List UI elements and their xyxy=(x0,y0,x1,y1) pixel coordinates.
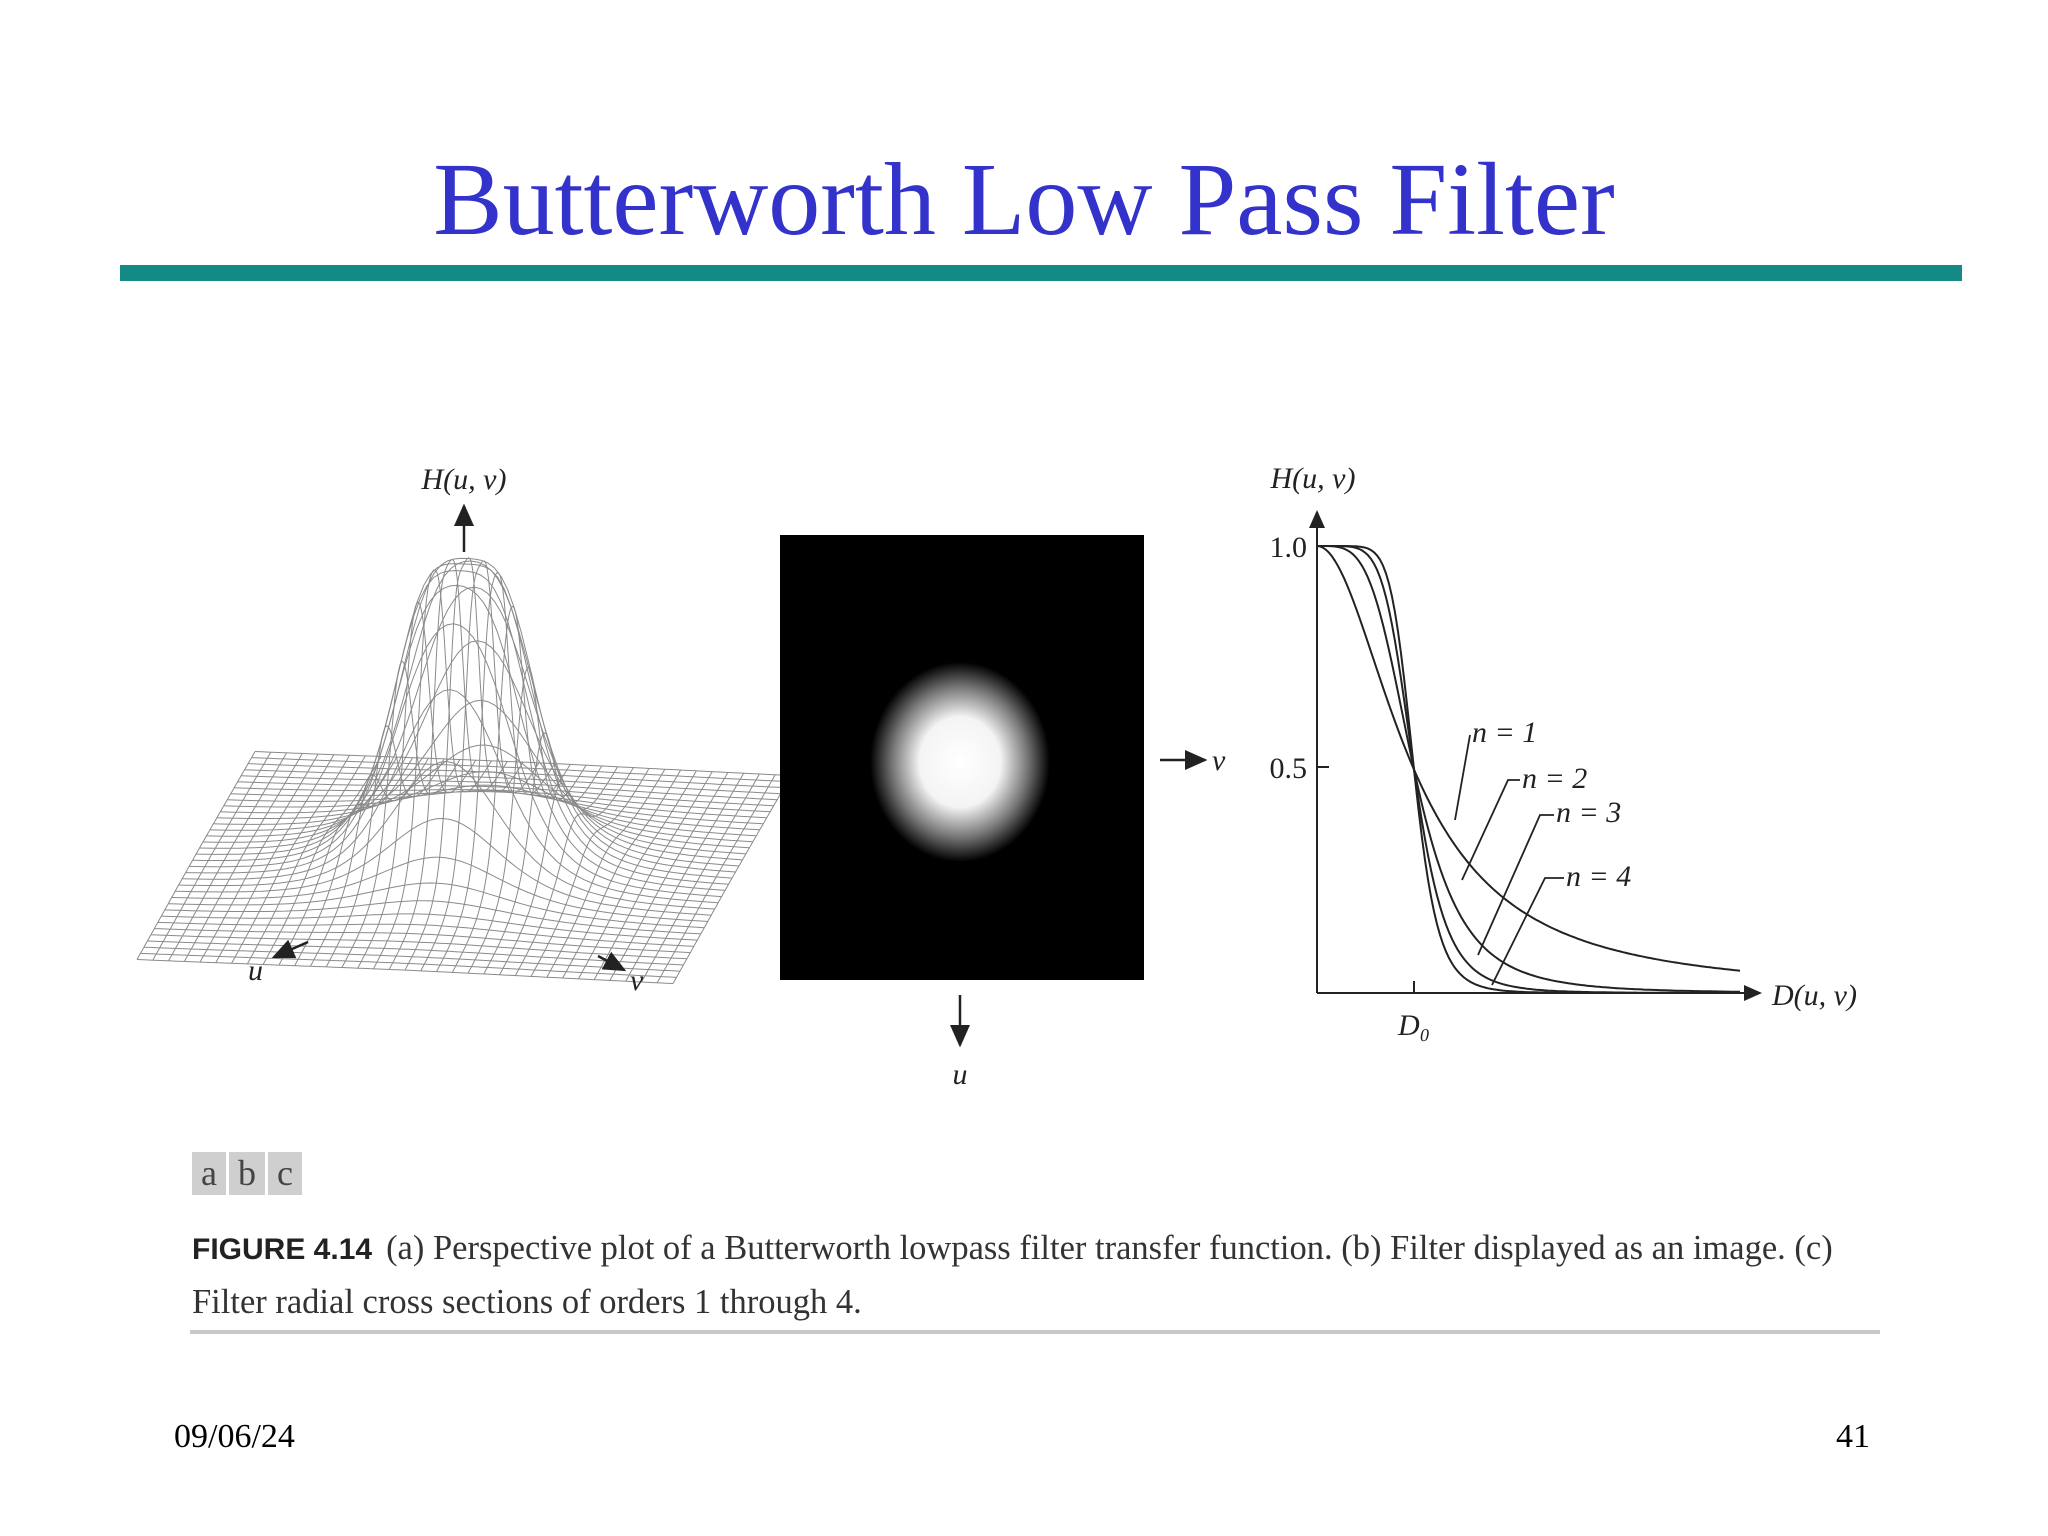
mesh-line xyxy=(451,605,571,973)
mesh-line xyxy=(215,754,335,963)
slide-title: Butterworth Low Pass Filter xyxy=(433,142,1615,248)
surface-plot xyxy=(136,557,792,984)
mesh-line xyxy=(593,771,713,980)
curve xyxy=(1316,545,1741,972)
page-number: 41 xyxy=(1836,1418,1870,1455)
caption-label: FIGURE 4.14 xyxy=(192,1233,373,1266)
mesh-line xyxy=(562,769,682,979)
mesh-line xyxy=(147,940,684,966)
curves xyxy=(1316,545,1741,994)
curve xyxy=(1317,545,1740,994)
mesh-line xyxy=(161,913,698,941)
mesh-line xyxy=(357,601,477,969)
mesh-line xyxy=(237,781,774,807)
mesh-line xyxy=(294,757,414,966)
mesh-line xyxy=(231,755,351,964)
mesh-line xyxy=(467,666,587,974)
axis-label: H(u, v) xyxy=(1270,462,1356,495)
axis-arrow xyxy=(271,939,309,959)
mesh-line xyxy=(278,756,398,966)
mesh-line xyxy=(183,753,303,962)
mesh-line xyxy=(309,758,429,967)
axis-label: u xyxy=(248,954,263,987)
mesh-line xyxy=(609,772,729,981)
mesh-line xyxy=(625,772,745,982)
caption-rule xyxy=(190,1330,1880,1334)
axis-arrow xyxy=(597,951,627,972)
mesh-line xyxy=(164,900,701,935)
mesh-line xyxy=(373,569,492,970)
mesh-line xyxy=(499,766,619,976)
leader-lines xyxy=(1454,734,1564,986)
curve-label: n = 1 xyxy=(1472,716,1537,749)
mesh-line xyxy=(136,751,256,960)
mesh-line xyxy=(246,755,366,965)
mesh-line xyxy=(152,751,272,961)
panel-tags: a b c xyxy=(192,1152,302,1195)
mesh-line xyxy=(199,557,736,873)
mesh-line xyxy=(404,557,524,971)
tick-label: 1.0 xyxy=(1270,531,1308,564)
mesh-line xyxy=(514,767,634,976)
axis-label: v xyxy=(1212,744,1226,777)
filter-blob xyxy=(870,662,1050,862)
panel-tag: c xyxy=(267,1152,302,1195)
mesh-line xyxy=(436,572,555,972)
curve xyxy=(1317,545,1741,993)
panel-tag: b xyxy=(228,1152,265,1195)
mesh-line xyxy=(656,774,776,984)
mesh-line xyxy=(195,563,733,879)
mesh-line xyxy=(262,756,382,965)
title-rule xyxy=(120,265,1962,281)
mesh-line xyxy=(420,560,540,972)
mesh-line xyxy=(143,946,680,972)
mesh-line xyxy=(206,586,743,861)
caption-text: (a) Perspective plot of a Butterworth lo… xyxy=(192,1229,1833,1321)
axis-label: H(u, v) xyxy=(421,463,507,496)
figure: H(u, v) u v v u H(u, v) 1.0 0.5 D₀ D(u, … xyxy=(136,462,1857,1091)
figure-caption: FIGURE 4.14 (a) Perspective plot of a But… xyxy=(192,1222,1892,1329)
mesh-line xyxy=(483,732,603,975)
curve-label: n = 3 xyxy=(1556,796,1621,829)
axis-label: v xyxy=(630,964,644,997)
mesh-line xyxy=(341,660,461,968)
tick-label: 0.5 xyxy=(1270,752,1308,785)
mesh-line xyxy=(199,753,319,963)
mesh-line xyxy=(530,768,650,977)
curve-label: n = 2 xyxy=(1522,762,1587,795)
mesh-line xyxy=(577,770,697,980)
mesh-line xyxy=(154,928,691,954)
mesh-line xyxy=(168,882,705,929)
curve-label: n = 4 xyxy=(1566,860,1631,893)
mesh-line xyxy=(641,773,760,983)
mesh-line xyxy=(672,775,792,984)
axis-label: u xyxy=(953,1058,968,1091)
mesh-line xyxy=(325,725,445,968)
mesh-line xyxy=(168,752,287,962)
mesh-line xyxy=(546,768,666,978)
mesh-line xyxy=(220,771,757,837)
footer-date: 09/06/24 xyxy=(174,1418,295,1455)
mesh-line xyxy=(388,558,508,970)
mesh-line xyxy=(150,934,687,960)
panel-tag: a xyxy=(192,1152,226,1195)
axis-label: D(u, v) xyxy=(1771,979,1857,1012)
tick-label: D₀ xyxy=(1397,1009,1430,1042)
